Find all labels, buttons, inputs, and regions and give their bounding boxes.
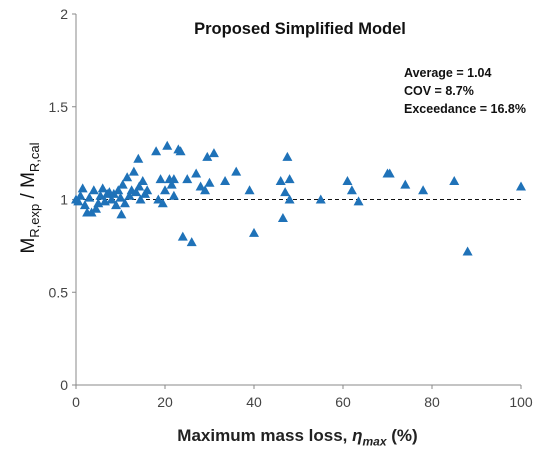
annotation-average: Average = 1.04: [404, 66, 492, 80]
data-point: [275, 175, 286, 185]
data-point: [277, 213, 288, 223]
data-point: [75, 190, 86, 200]
tick-labels: 0 20 40 60 80 100 0 0.5 1 1.5 2: [49, 6, 533, 410]
data-point: [166, 179, 177, 189]
data-point: [284, 174, 295, 184]
data-point: [177, 231, 188, 241]
data-point: [353, 196, 364, 206]
data-point: [77, 183, 88, 193]
data-point: [135, 194, 146, 204]
x-tick-label: 80: [424, 394, 440, 410]
x-tick-label: 0: [72, 394, 80, 410]
data-point: [160, 185, 170, 195]
data-point: [155, 174, 166, 184]
data-point: [162, 140, 173, 150]
data-point: [186, 237, 197, 247]
data-point: [168, 174, 179, 184]
x-tick-label: 40: [246, 394, 262, 410]
y-axis-label: MR,exp / MR,cal: [18, 142, 42, 253]
data-point: [195, 181, 206, 191]
data-point: [142, 185, 153, 195]
x-axis-label-symbol: η: [352, 426, 363, 445]
data-point: [284, 194, 295, 204]
data-point: [449, 175, 460, 185]
chart-title: Proposed Simplified Model: [194, 20, 406, 38]
data-point: [115, 192, 126, 202]
data-point: [168, 190, 179, 200]
data-point: [418, 185, 429, 195]
data-point: [153, 194, 164, 204]
y-axis-label-sep: /: [18, 187, 40, 204]
data-point: [106, 194, 117, 204]
x-axis-label: Maximum mass loss, ηmax (%): [0, 426, 550, 448]
y-axis-label-b: M: [18, 172, 40, 188]
data-point: [84, 192, 95, 202]
data-point: [200, 185, 211, 195]
data-point: [117, 179, 128, 189]
data-point: [384, 168, 395, 178]
y-axis-label-a: M: [18, 237, 40, 254]
data-point: [91, 203, 102, 213]
data-point: [151, 146, 162, 156]
data-point: [202, 151, 213, 161]
y-tick-label: 2: [60, 6, 68, 22]
data-point: [282, 151, 293, 161]
data-point: [175, 146, 186, 156]
data-point: [157, 198, 168, 208]
data-point: [137, 175, 148, 185]
x-axis-label-subscript: max: [362, 434, 387, 449]
data-point: [88, 185, 99, 195]
data-point: [231, 166, 242, 176]
y-tick-label: 0: [60, 377, 68, 393]
data-point: [134, 181, 145, 191]
stats-annotation: Average = 1.04 COV = 8.7% Exceedance = 1…: [404, 64, 526, 118]
x-axis-label-unit: (%): [386, 426, 418, 445]
data-point: [113, 185, 124, 195]
data-point: [204, 177, 215, 187]
data-point: [133, 153, 144, 163]
data-point: [119, 198, 130, 208]
y-tick-label: 1: [60, 192, 68, 208]
y-axis-label-a-sub: R,exp: [26, 203, 42, 238]
data-point: [191, 168, 202, 178]
x-tick-label: 20: [157, 394, 173, 410]
data-point: [249, 227, 259, 237]
data-point: [342, 175, 353, 185]
y-tick-label: 0.5: [49, 284, 69, 300]
data-point: [516, 181, 526, 191]
data-point: [182, 174, 193, 184]
data-points: [71, 140, 526, 256]
data-point: [400, 179, 411, 189]
data-point: [131, 187, 142, 197]
y-axis-label-b-sub: R,cal: [26, 142, 42, 173]
data-point: [116, 209, 127, 219]
data-point: [280, 187, 291, 197]
annotation-exceedance: Exceedance = 16.8%: [404, 102, 526, 116]
x-axis-label-main: Maximum mass loss,: [177, 426, 353, 445]
data-point: [73, 196, 84, 206]
data-point: [346, 185, 357, 195]
data-point: [315, 194, 326, 204]
data-point: [79, 200, 90, 210]
data-point: [124, 190, 135, 200]
data-point: [220, 175, 231, 185]
x-tick-label: 60: [335, 394, 351, 410]
data-point: [122, 172, 133, 182]
y-tick-label: 1.5: [49, 99, 69, 115]
data-point: [462, 246, 473, 256]
data-point: [128, 166, 139, 176]
data-point: [244, 185, 255, 195]
data-point: [208, 148, 219, 158]
annotation-cov: COV = 8.7%: [404, 84, 474, 98]
data-point: [111, 200, 122, 210]
x-tick-label: 100: [509, 394, 533, 410]
data-point: [97, 183, 108, 193]
